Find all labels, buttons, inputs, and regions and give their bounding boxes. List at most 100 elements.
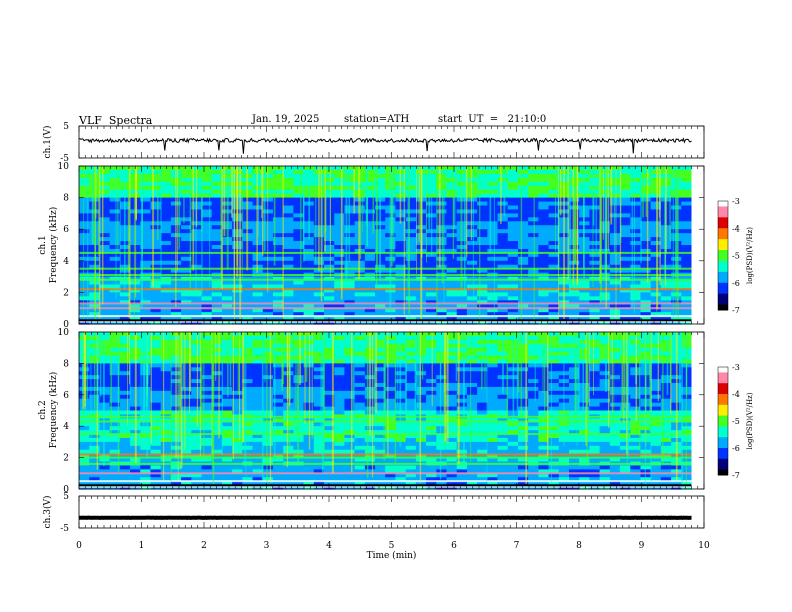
- psd-cell: [528, 465, 539, 470]
- psd-cell: [589, 292, 601, 297]
- psd-cell: [272, 229, 284, 234]
- psd-cell: [232, 312, 243, 317]
- psd-cell: [660, 351, 672, 357]
- psd-cell: [630, 284, 642, 290]
- psd-cell: [130, 473, 141, 478]
- psd-cell: [109, 177, 121, 183]
- psd-cell: [517, 221, 529, 226]
- psd-cell: [313, 477, 325, 482]
- band-line: [79, 302, 692, 305]
- psd-cell: [569, 410, 580, 416]
- psd-cell: [160, 426, 172, 431]
- psd-cell: [252, 296, 264, 301]
- psd-cell: [466, 339, 478, 345]
- psd-cell: [313, 453, 325, 459]
- psd-cell: [344, 379, 356, 384]
- psd-cell: [548, 339, 560, 345]
- psd-cell: [181, 430, 192, 435]
- psd-cell: [272, 213, 284, 218]
- psd-cell: [589, 252, 601, 258]
- psd-cell: [507, 481, 519, 486]
- psd-cell: [211, 177, 223, 183]
- psd-cell: [497, 229, 509, 234]
- psd-cell: [191, 252, 203, 258]
- psd-cell: [640, 445, 652, 451]
- psd-cell: [364, 284, 376, 290]
- psd-cell: [344, 402, 356, 408]
- psd-cell: [650, 316, 662, 321]
- psd-cell: [599, 339, 611, 345]
- psd-cell: [119, 441, 131, 447]
- psd-cell: [272, 205, 284, 211]
- psd-cell: [446, 441, 458, 447]
- psd-cell: [569, 394, 580, 400]
- psd-cell: [395, 268, 407, 274]
- psd-cell: [324, 225, 335, 230]
- psd-cell: [252, 169, 264, 175]
- psd-cell: [548, 398, 560, 404]
- psd-cell: [201, 213, 213, 218]
- psd-cell: [283, 375, 294, 380]
- psd-cell: [517, 264, 529, 270]
- psd-cell: [385, 449, 397, 455]
- psd-cell: [436, 209, 448, 214]
- psd-cell: [160, 343, 172, 349]
- psd-cell: [181, 449, 192, 455]
- psd-cell: [181, 398, 192, 404]
- psd-cell: [324, 193, 335, 199]
- psd-cell: [640, 316, 652, 321]
- psd-cell: [119, 371, 131, 376]
- psd-cell: [436, 177, 448, 183]
- sferic-line: [574, 166, 577, 263]
- psd-cell: [548, 379, 560, 384]
- psd-cell: [119, 288, 131, 293]
- psd-cell: [201, 355, 213, 361]
- psd-cell: [334, 434, 346, 439]
- psd-cell: [252, 268, 264, 274]
- psd-cell: [385, 383, 397, 388]
- psd-cell: [477, 177, 488, 183]
- psd-cell: [211, 292, 223, 297]
- psd-cell: [569, 292, 580, 297]
- psd-cell: [589, 367, 601, 372]
- sferic-line: [353, 166, 355, 214]
- psd-cell: [405, 229, 417, 234]
- psd-cell: [272, 426, 284, 431]
- psd-cell: [324, 398, 335, 404]
- psd-cell: [487, 477, 499, 482]
- sferic-line: [640, 166, 642, 264]
- psd-cell: [466, 410, 478, 416]
- sferic-line: [642, 166, 644, 218]
- psd-cell: [181, 347, 192, 353]
- psd-cell: [344, 355, 356, 361]
- psd-cell: [221, 441, 233, 447]
- psd-cell: [589, 197, 601, 203]
- psd-cell: [99, 181, 111, 187]
- psd-cell: [477, 197, 488, 203]
- psd-cell: [630, 316, 642, 321]
- psd-cell: [405, 288, 417, 293]
- psd-cell: [456, 449, 468, 455]
- psd-cell: [507, 477, 519, 482]
- psd-cell: [354, 449, 366, 455]
- psd-cell: [487, 237, 499, 242]
- psd-cell: [181, 225, 192, 230]
- psd-cell: [517, 481, 529, 486]
- psd-cell: [324, 256, 335, 262]
- psd-cell: [221, 481, 233, 486]
- psd-cell: [160, 312, 172, 317]
- psd-cell: [272, 367, 284, 372]
- psd-cell: [252, 398, 264, 404]
- psd-cell: [334, 233, 346, 238]
- psd-cell: [385, 465, 397, 470]
- psd-cell: [477, 221, 488, 226]
- sferic-line: [563, 166, 565, 320]
- psd-cell: [446, 339, 458, 345]
- psd-cell: [242, 379, 254, 384]
- psd-cell: [569, 453, 580, 459]
- psd-cell: [150, 308, 162, 313]
- psd-cell: [283, 469, 294, 474]
- psd-cell: [446, 457, 458, 463]
- psd-cell: [201, 351, 213, 357]
- sferic-line: [472, 166, 474, 300]
